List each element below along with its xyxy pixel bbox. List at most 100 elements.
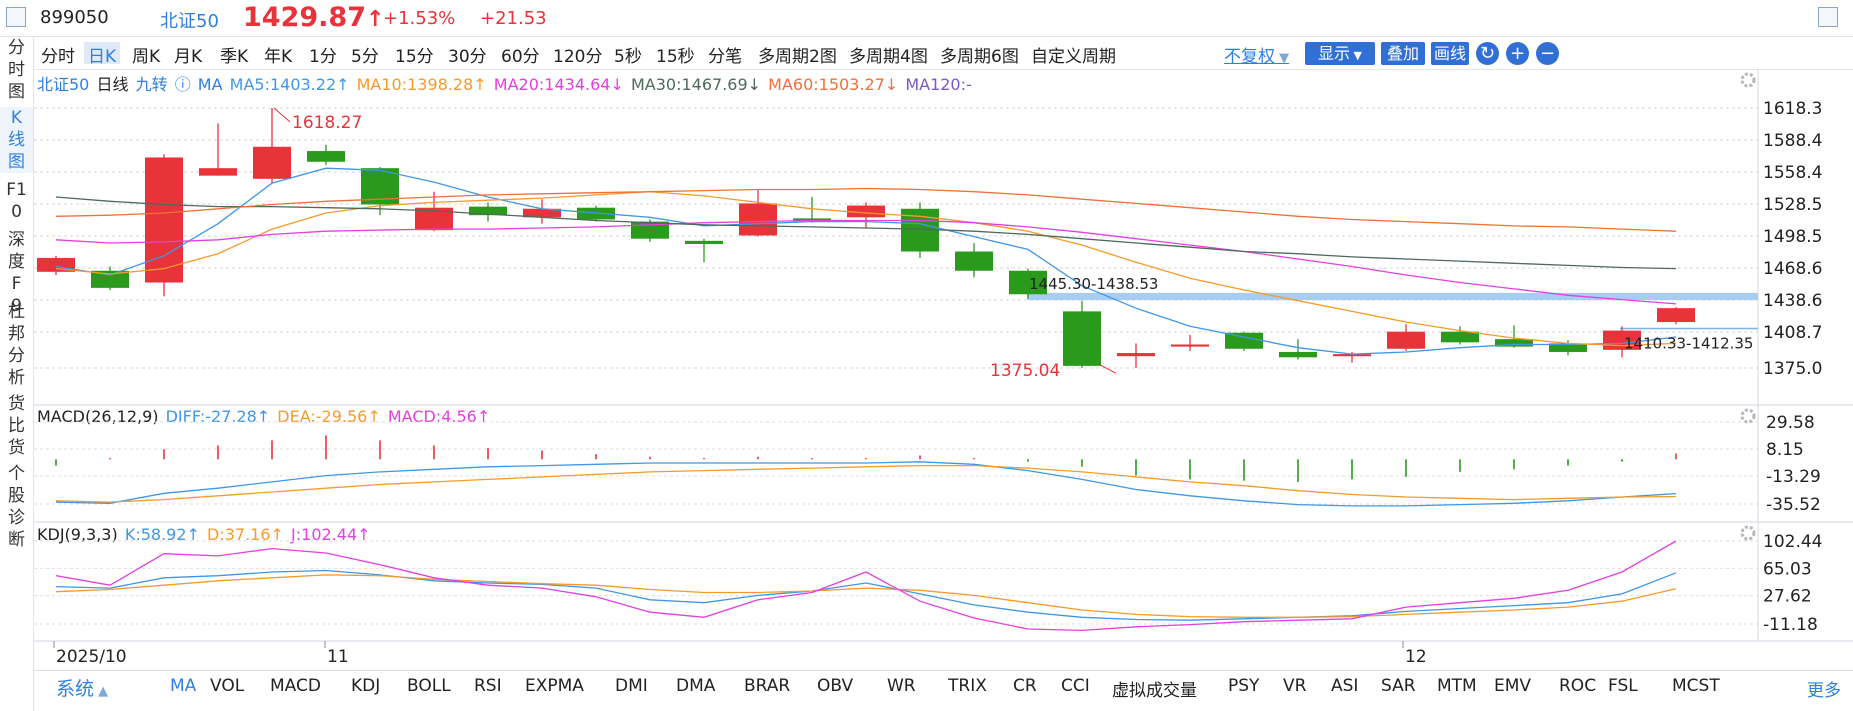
macd-legend: MACD(26,12,9) DIFF:-27.28↑ DEA:-29.56↑ M… <box>37 407 492 426</box>
candle-up <box>1333 354 1371 357</box>
ma-line-ma60 <box>55 187 1677 232</box>
indicator-tab-psy[interactable]: PSY <box>1228 676 1260 696</box>
legend-ma120: MA120:- <box>905 75 972 94</box>
candle-down <box>1009 270 1047 295</box>
indicator-tab-wr[interactable]: WR <box>887 676 916 696</box>
tab-custom-period[interactable]: 自定义周期 <box>1031 47 1116 67</box>
indicator-tab-dmi[interactable]: DMI <box>615 676 648 696</box>
indicator-tab-emv[interactable]: EMV <box>1494 676 1532 696</box>
low-label: 1375.04 <box>990 361 1060 381</box>
tab-monthly-k[interactable]: 月K <box>174 47 203 67</box>
more-button[interactable]: 更多 <box>1807 681 1841 701</box>
tab-multi-4[interactable]: 多周期4图 <box>849 47 928 67</box>
indicator-tab-rsi[interactable]: RSI <box>474 676 502 696</box>
tab-weekly-k[interactable]: 周K <box>132 47 161 67</box>
tab-yearly-k[interactable]: 年K <box>264 47 293 67</box>
change-amount: +21.53 <box>480 8 547 29</box>
chevron-down-icon: ▼ <box>1350 49 1362 62</box>
maximize-icon[interactable] <box>1818 7 1838 27</box>
indicator-tab-cr[interactable]: CR <box>1013 676 1037 696</box>
indicator-tab-cci[interactable]: CCI <box>1061 676 1090 696</box>
indicator-tab-macd[interactable]: MACD <box>270 676 321 696</box>
draw-line-button[interactable]: 画线 <box>1431 42 1469 65</box>
indicator-tab-ma[interactable]: MA <box>170 676 197 696</box>
y-tick-label: 1438.6 <box>1763 291 1822 311</box>
tab-quarterly-k[interactable]: 季K <box>220 47 249 67</box>
nav-timeshare[interactable]: 分时图 <box>0 37 33 103</box>
tab-daily-k[interactable]: 日K <box>84 42 121 67</box>
show-button[interactable]: 显示 ▼ <box>1305 42 1375 65</box>
kdj-y-tick: 102.44 <box>1763 532 1822 552</box>
refresh-icon[interactable]: ↻ <box>1476 42 1499 65</box>
system-menu[interactable]: 系统 ▲ <box>56 674 108 701</box>
indicator-tab-expma[interactable]: EXPMA <box>525 676 584 696</box>
gap-upper-label: 1445.30-1438.53 <box>1029 275 1158 293</box>
tab-30min[interactable]: 30分 <box>448 47 487 67</box>
indicator-tab-trix[interactable]: TRIX <box>948 676 987 696</box>
kdj-legend-k: K:58.92↑ <box>124 525 200 544</box>
nav-depth-f9[interactable]: 深度F9 <box>0 229 33 316</box>
indicator-tab-roc[interactable]: ROC <box>1559 676 1597 696</box>
stock-name[interactable]: 北证50 <box>160 11 219 32</box>
candle-up <box>1171 344 1209 347</box>
tab-120min[interactable]: 120分 <box>553 47 603 67</box>
indicator-tab-asi[interactable]: ASI <box>1331 676 1359 696</box>
kdj-y-tick: 65.03 <box>1763 559 1812 579</box>
indicator-tab-fsl[interactable]: FSL <box>1608 676 1638 696</box>
indicator-tab-vol[interactable]: VOL <box>210 676 245 696</box>
candle-up <box>1657 308 1695 323</box>
tab-60min[interactable]: 60分 <box>501 47 540 67</box>
tab-timeshare[interactable]: 分时 <box>41 47 75 67</box>
sidebar-toggle-icon[interactable] <box>6 7 26 27</box>
indicator-tab-vr[interactable]: VR <box>1283 676 1307 696</box>
nav-diagnosis[interactable]: 个股诊断 <box>0 463 33 551</box>
indicator-tab-brar[interactable]: BRAR <box>744 676 791 696</box>
high-pointer <box>273 107 291 123</box>
tab-multi-2[interactable]: 多周期2图 <box>758 47 837 67</box>
indicator-tab-虚拟成交量[interactable]: 虚拟成交量 <box>1112 681 1197 701</box>
zoom-in-icon[interactable]: + <box>1506 42 1529 65</box>
legend-ma[interactable]: MA <box>197 75 223 94</box>
overlay-button[interactable]: 叠加 <box>1381 42 1425 65</box>
candle-up <box>145 157 183 283</box>
nav-kline[interactable]: K线图 <box>0 107 33 173</box>
macd-y-tick: -13.29 <box>1766 467 1821 487</box>
tab-1min[interactable]: 1分 <box>309 47 337 67</box>
chevron-down-icon: ▼ <box>1275 51 1290 66</box>
indicator-tab-boll[interactable]: BOLL <box>407 676 451 696</box>
kdj-layer <box>55 540 1677 632</box>
nav-dupont[interactable]: 杜邦分析 <box>0 301 33 389</box>
nav-f10[interactable]: F10 <box>0 179 33 223</box>
indicator-tab-mcst[interactable]: MCST <box>1672 676 1720 696</box>
adjust-dropdown[interactable]: 不复权 ▼ <box>1224 42 1290 67</box>
legend-nine-turn[interactable]: 九转 <box>135 75 168 94</box>
nav-dupont-label: 杜邦分析 <box>8 302 25 388</box>
period-toolbar: 分时 日K 周K 月K 季K 年K 1分 5分 15分 30分 60分 120分… <box>34 37 1853 70</box>
tab-tick[interactable]: 分笔 <box>708 47 742 67</box>
indicator-tab-mtm[interactable]: MTM <box>1437 676 1477 696</box>
macd-legend-name[interactable]: MACD(26,12,9) <box>37 407 159 426</box>
kdj-legend-name[interactable]: KDJ(9,3,3) <box>37 525 118 544</box>
legend-ma20: MA20:1434.64↓ <box>493 75 624 94</box>
tab-5sec[interactable]: 5秒 <box>614 47 642 67</box>
tab-15min[interactable]: 15分 <box>395 47 434 67</box>
zoom-out-icon[interactable]: − <box>1536 42 1559 65</box>
indicator-tab-kdj[interactable]: KDJ <box>351 676 381 696</box>
indicator-tab-obv[interactable]: OBV <box>817 676 854 696</box>
tab-multi-6[interactable]: 多周期6图 <box>940 47 1019 67</box>
nav-compare[interactable]: 货比货 <box>0 393 33 459</box>
gap-band-upper <box>1027 292 1758 301</box>
help-icon[interactable]: ⓘ <box>174 75 191 94</box>
tab-5min[interactable]: 5分 <box>351 47 379 67</box>
system-label: 系统 <box>56 678 95 700</box>
labels-layer: 1618.3 1588.4 1558.4 1528.5 1498.5 1468.6 1438… <box>56 72 1822 667</box>
candle-up <box>415 207 453 231</box>
indicator-bar: 系统 ▲ MA VOL MACD KDJ BOLL RSI EXPMA DMI DMA BRAR O… <box>34 670 1853 701</box>
tab-15sec[interactable]: 15秒 <box>656 47 695 67</box>
kdj-line-j <box>55 540 1677 632</box>
left-nav: 分时图 K线图 F10 深度F9 杜邦分析 货比货 个股诊断 <box>0 37 34 711</box>
gear-icon <box>1740 408 1756 424</box>
indicator-tab-dma[interactable]: DMA <box>676 676 716 696</box>
indicator-tab-sar[interactable]: SAR <box>1381 676 1416 696</box>
